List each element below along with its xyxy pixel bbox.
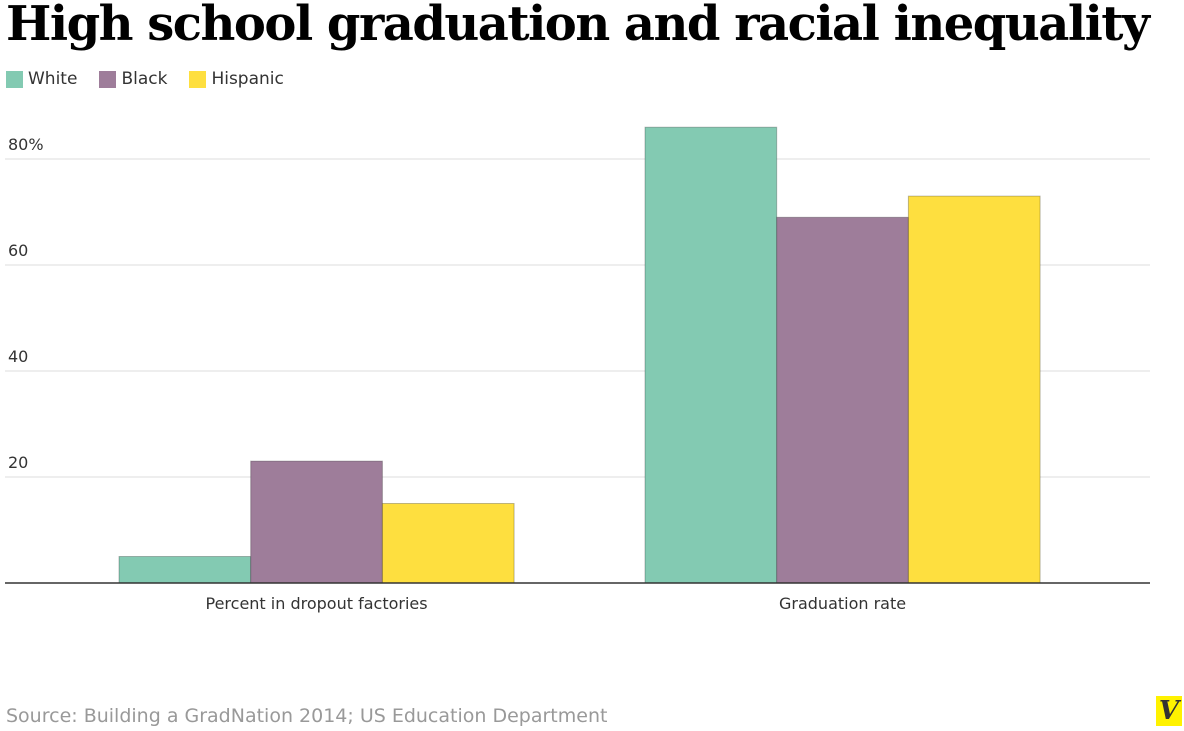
legend: White Black Hispanic <box>6 69 306 89</box>
y-tick-label: 60 <box>8 241 28 260</box>
bar-hispanic-0 <box>381 503 515 584</box>
legend-swatch <box>99 70 117 88</box>
bar-black-1 <box>776 216 909 584</box>
chart-title: High school graduation and racial inequa… <box>6 0 1150 52</box>
y-tick-label: 80% <box>8 135 44 154</box>
y-tick-label: 40 <box>8 347 28 366</box>
x-tick-label: Graduation rate <box>779 594 906 613</box>
legend-swatch <box>189 70 207 88</box>
bar-white-0 <box>118 556 252 584</box>
legend-label: Black <box>121 69 168 89</box>
legend-item-hispanic: Hispanic <box>189 69 284 89</box>
legend-item-white: White <box>6 69 77 89</box>
legend-item-black: Black <box>99 69 167 89</box>
source-note: Source: Building a GradNation 2014; US E… <box>6 705 608 727</box>
vox-logo: V <box>1156 696 1182 726</box>
bar-white-1 <box>644 126 778 584</box>
bar-hispanic-1 <box>907 195 1041 584</box>
legend-label: Hispanic <box>211 69 284 89</box>
bar-black-0 <box>250 460 383 584</box>
legend-label: White <box>28 69 78 89</box>
logo-letter: V <box>1158 696 1180 726</box>
y-tick-label: 20 <box>8 453 28 472</box>
legend-swatch <box>6 70 23 88</box>
x-tick-label: Percent in dropout factories <box>206 594 428 613</box>
